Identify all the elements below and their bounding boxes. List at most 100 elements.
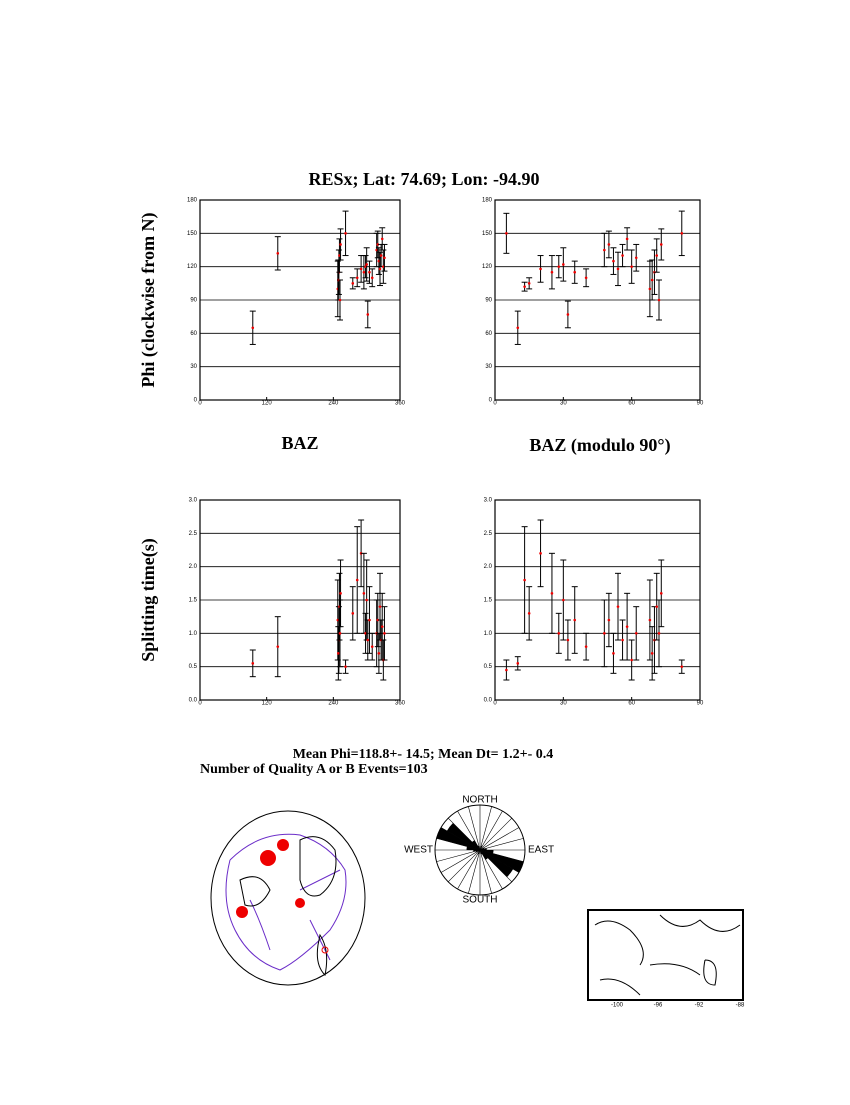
data-point	[634, 632, 638, 635]
y-tick-label: 1.5	[189, 598, 198, 604]
error-point	[601, 232, 608, 268]
rose-sector	[480, 850, 483, 855]
error-point	[628, 249, 635, 284]
data-point	[648, 618, 652, 622]
error-point	[537, 255, 544, 283]
error-point	[349, 586, 356, 641]
data-point	[355, 276, 359, 280]
error-point	[374, 230, 381, 259]
rose-north: NORTH	[462, 795, 497, 806]
data-point	[612, 259, 615, 263]
x-tick-label: 30	[560, 401, 567, 407]
error-point	[249, 310, 256, 345]
y-tick-label: 0	[489, 398, 493, 404]
data-point	[337, 652, 340, 655]
y-tick-label: 0.0	[189, 698, 198, 704]
error-point	[678, 210, 685, 257]
error-point	[653, 572, 660, 641]
data-point	[584, 645, 588, 648]
rose-sector	[473, 850, 480, 852]
rose-sector	[472, 840, 480, 850]
data-point	[557, 632, 561, 635]
y-tick-label: 30	[485, 364, 492, 370]
rose-sector	[446, 822, 480, 850]
data-point	[344, 665, 347, 668]
error-point	[633, 243, 640, 272]
world-map	[210, 810, 366, 986]
data-point	[378, 267, 382, 271]
error-point	[564, 300, 571, 329]
data-point	[527, 282, 531, 285]
error-point	[610, 632, 617, 674]
inset-tick-label: -96	[654, 1003, 663, 1009]
error-point	[249, 649, 256, 678]
y-tick-label: 2.5	[189, 531, 198, 537]
y-tick-label: 2.0	[484, 564, 493, 570]
error-point	[374, 592, 381, 648]
data-point	[505, 232, 508, 235]
x-tick-label: 120	[262, 701, 273, 707]
error-point	[521, 526, 528, 634]
data-point	[680, 665, 684, 668]
error-point	[274, 616, 281, 678]
data-point	[566, 313, 570, 316]
data-point	[505, 668, 508, 672]
rose-sector	[480, 847, 485, 850]
inset-tick-label: -92	[695, 1003, 704, 1009]
y-axis-label: Splitting time(s)	[138, 538, 159, 662]
data-point	[339, 243, 342, 246]
error-point	[649, 626, 656, 681]
data-point	[650, 278, 654, 282]
data-point	[338, 632, 342, 635]
error-point	[337, 279, 343, 321]
rose-south: SOUTH	[463, 895, 498, 906]
error-point	[653, 238, 660, 273]
error-point	[571, 586, 578, 654]
error-point	[583, 632, 590, 661]
data-point	[368, 270, 371, 274]
data-point	[648, 287, 652, 291]
data-point	[680, 232, 684, 235]
error-point	[337, 599, 343, 668]
error-point	[658, 228, 665, 261]
x-tick-label: 90	[697, 401, 704, 407]
plot-frame	[494, 199, 701, 401]
data-point	[380, 625, 384, 628]
data-point	[376, 618, 380, 622]
data-point	[650, 652, 654, 655]
rose-sector	[480, 850, 488, 860]
data-point	[657, 298, 661, 302]
y-tick-label: 0.5	[484, 664, 493, 670]
data-point	[338, 298, 342, 302]
data-point	[527, 612, 531, 615]
data-point	[362, 270, 366, 274]
rose-sector	[477, 850, 480, 855]
y-tick-label: 1.0	[484, 631, 493, 637]
data-point	[251, 662, 255, 665]
error-point	[514, 656, 521, 671]
data-point	[355, 578, 359, 582]
y-tick-label: 120	[187, 264, 198, 270]
error-point	[656, 279, 662, 321]
error-point	[548, 255, 555, 290]
data-point	[362, 592, 366, 595]
data-point	[625, 625, 629, 628]
data-point	[566, 638, 570, 642]
y-tick-label: 180	[482, 198, 493, 204]
x-tick-label: 240	[328, 401, 339, 407]
rose-sector	[477, 845, 480, 850]
rose-sector	[466, 846, 480, 850]
data-point	[584, 276, 588, 280]
x-tick-label: 120	[262, 401, 273, 407]
y-tick-label: 0	[194, 398, 198, 404]
data-point	[557, 265, 561, 268]
error-point	[377, 251, 383, 287]
error-point	[354, 268, 361, 288]
data-point	[607, 243, 611, 246]
error-point	[373, 232, 380, 268]
x-tick-label: 0	[198, 701, 202, 707]
rose-sector	[480, 850, 514, 878]
data-point	[383, 256, 386, 260]
error-point	[615, 572, 621, 641]
